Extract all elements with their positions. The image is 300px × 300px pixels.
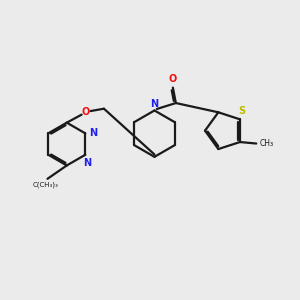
Text: O: O (169, 74, 177, 84)
Text: S: S (238, 106, 245, 116)
Text: N: N (150, 99, 158, 109)
Text: N: N (89, 128, 97, 138)
Text: CH₃: CH₃ (259, 139, 273, 148)
Text: N: N (83, 158, 91, 168)
Text: O: O (82, 107, 90, 117)
Text: C(CH₃)₃: C(CH₃)₃ (33, 182, 59, 188)
